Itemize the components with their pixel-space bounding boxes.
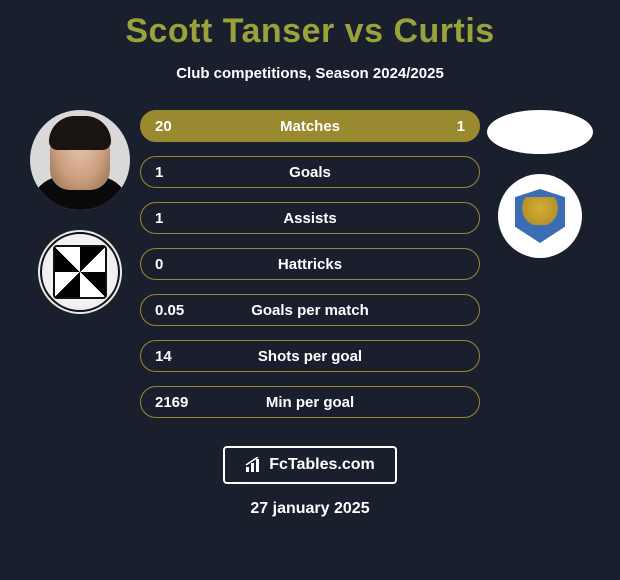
stat-label: Goals per match <box>205 302 415 319</box>
stat-left-value: 0.05 <box>155 302 205 319</box>
crest-eagle <box>521 197 559 225</box>
stats-column: 20Matches11Goals1Assists0Hattricks0.05Go… <box>140 110 480 418</box>
club-crest-stmirren <box>38 230 122 314</box>
stat-left-value: 1 <box>155 164 205 181</box>
stat-bar-min-per-goal: 2169Min per goal <box>140 386 480 418</box>
stat-bar-shots-per-goal: 14Shots per goal <box>140 340 480 372</box>
main-row: 20Matches11Goals1Assists0Hattricks0.05Go… <box>0 110 620 418</box>
infographic-container: Scott Tanser vs Curtis Club competitions… <box>0 0 620 580</box>
footer-date: 27 january 2025 <box>250 500 369 518</box>
stat-bar-goals: 1Goals <box>140 156 480 188</box>
stat-right-value: 1 <box>415 118 465 135</box>
page-title: Scott Tanser vs Curtis <box>125 12 494 51</box>
stat-left-value: 1 <box>155 210 205 227</box>
stat-label: Goals <box>205 164 415 181</box>
stat-left-value: 14 <box>155 348 205 365</box>
stat-left-value: 0 <box>155 256 205 273</box>
left-player-column <box>20 110 140 314</box>
brand-text: FcTables.com <box>269 456 375 474</box>
player-right-avatar-placeholder <box>487 110 593 154</box>
stat-bar-matches: 20Matches1 <box>140 110 480 142</box>
stat-label: Min per goal <box>205 394 415 411</box>
stat-label: Matches <box>205 118 415 135</box>
player-left-avatar <box>30 110 130 210</box>
stat-bar-goals-per-match: 0.05Goals per match <box>140 294 480 326</box>
stat-bar-assists: 1Assists <box>140 202 480 234</box>
right-player-column <box>480 110 600 258</box>
page-subtitle: Club competitions, Season 2024/2025 <box>176 65 444 82</box>
brand-badge: FcTables.com <box>223 446 397 484</box>
club-crest-stjohnstone <box>498 174 582 258</box>
stat-bar-hattricks: 0Hattricks <box>140 248 480 280</box>
crest-shield <box>515 189 565 243</box>
crest-checker <box>53 245 107 299</box>
stat-left-value: 20 <box>155 118 205 135</box>
stat-left-value: 2169 <box>155 394 205 411</box>
chart-icon <box>245 457 263 473</box>
stat-label: Shots per goal <box>205 348 415 365</box>
stat-label: Hattricks <box>205 256 415 273</box>
avatar-hair <box>49 116 111 150</box>
stat-label: Assists <box>205 210 415 227</box>
